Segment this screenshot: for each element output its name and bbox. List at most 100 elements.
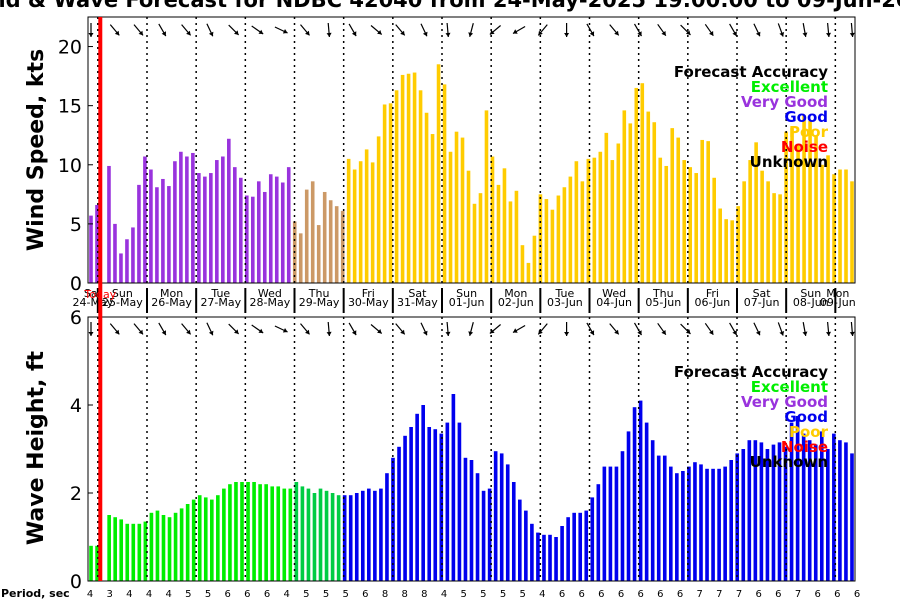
wave-bar xyxy=(143,521,148,581)
wind-direction-arrow xyxy=(395,24,406,36)
wave-bar xyxy=(596,484,601,581)
wind-legend-unknown: Unknown xyxy=(750,153,828,171)
wave-bar xyxy=(373,490,377,581)
wave-bar xyxy=(795,416,800,581)
wind-bar xyxy=(616,143,621,283)
wave-bar xyxy=(354,493,359,581)
wave-bar xyxy=(119,519,124,581)
wind-bar xyxy=(574,161,579,283)
wave-bar xyxy=(173,512,178,581)
wave-direction-arrow xyxy=(251,324,264,334)
wind-bar xyxy=(418,90,423,283)
wind-bar xyxy=(155,187,159,283)
wave-bar xyxy=(777,442,782,581)
wind-direction-arrow xyxy=(251,25,264,35)
wave-direction-arrow xyxy=(300,323,310,335)
wind-bar xyxy=(448,151,453,283)
period-value: 6 xyxy=(598,589,604,600)
wave-bar xyxy=(566,517,570,581)
wave-bar xyxy=(240,482,244,581)
wave-direction-arrow xyxy=(274,325,288,333)
period-value: 6 xyxy=(834,589,840,600)
wind-bar xyxy=(802,115,806,284)
day-label-dow: Sat xyxy=(753,287,772,300)
wave-bar xyxy=(759,442,764,581)
wave-bar xyxy=(687,466,691,581)
wind-bar xyxy=(784,131,788,283)
wind-direction-arrow xyxy=(849,22,855,38)
wind-bar xyxy=(298,233,303,283)
wind-bar xyxy=(820,164,824,283)
wave-bar xyxy=(179,508,184,581)
period-value: 7 xyxy=(736,589,742,600)
wind-bar xyxy=(808,121,812,283)
wind-bar xyxy=(610,160,615,283)
wave-panel: 0 2 4 6 Wave Height, ft Forecast AccuracyEx… xyxy=(24,307,856,593)
wave-direction-arrow xyxy=(802,321,808,337)
wind-bar xyxy=(227,138,231,283)
wave-bar xyxy=(421,405,425,581)
wave-bar xyxy=(729,460,733,581)
period-value: 6 xyxy=(815,589,821,600)
wave-bar xyxy=(807,440,812,581)
wind-bar xyxy=(89,215,93,283)
day-label-date: 26-May xyxy=(151,296,192,309)
wave-bar xyxy=(252,482,256,581)
wave-bar xyxy=(638,400,643,581)
today-marker-label: Today xyxy=(83,288,116,301)
wind-y-ticks: 0 5 10 15 20 xyxy=(58,37,93,295)
day-label-date: 30-May xyxy=(348,296,389,309)
period-value: 6 xyxy=(559,589,565,600)
period-value: 6 xyxy=(657,589,663,600)
period-label: Period, sec xyxy=(1,587,70,600)
wave-bar xyxy=(602,466,607,581)
wave-legend-title: Forecast Accuracy xyxy=(674,363,828,381)
wind-y-axis-label: Wind Speed, kts xyxy=(24,49,49,251)
wave-bar xyxy=(300,486,305,581)
wind-bar xyxy=(712,177,716,283)
wave-direction-arrow xyxy=(537,323,548,335)
wave-bars xyxy=(89,394,854,581)
wind-direction-arrow xyxy=(564,23,570,37)
wind-bar xyxy=(592,157,597,283)
wave-bar xyxy=(681,471,685,581)
today-markers: Today xyxy=(83,17,117,581)
period-value: 4 xyxy=(166,589,172,600)
wave-bar xyxy=(216,495,220,581)
wind-bar xyxy=(598,151,603,283)
day-label-date: 06-Jun xyxy=(695,296,731,309)
wind-bar xyxy=(161,178,165,283)
wind-plot-frame xyxy=(87,16,856,284)
wave-direction-arrow xyxy=(753,322,761,336)
wave-direction-arrow xyxy=(657,322,667,336)
day-label-dow: Wed xyxy=(602,287,626,300)
wind-bar xyxy=(466,170,471,283)
wave-legend-very-good: Very Good xyxy=(741,393,828,411)
wave-direction-arrow xyxy=(489,324,501,334)
wave-bar xyxy=(379,488,383,581)
wave-bar xyxy=(439,433,444,581)
wind-direction-arrow xyxy=(326,22,332,38)
wave-legend-poor: Poor xyxy=(789,423,829,441)
wave-y-tick-label: 0 xyxy=(70,571,82,593)
wind-direction-arrow xyxy=(181,24,192,36)
wind-bar xyxy=(233,167,237,283)
wave-direction-arrow xyxy=(445,321,451,337)
wave-bar xyxy=(95,545,99,581)
day-label-date: 28-May xyxy=(250,296,291,309)
wave-y-ticks: 0 2 4 6 xyxy=(70,307,93,593)
wind-bar xyxy=(562,187,567,283)
wind-bar xyxy=(137,184,141,283)
period-value: 6 xyxy=(244,589,250,600)
wave-bar xyxy=(771,444,776,581)
wave-bar xyxy=(409,427,413,581)
period-value: 5 xyxy=(303,589,309,600)
day-label-dow: Thu xyxy=(652,287,674,300)
wave-bar xyxy=(518,499,522,581)
wave-y-tick-label: 2 xyxy=(70,483,82,505)
wave-bar xyxy=(185,504,190,581)
wave-bar xyxy=(385,473,389,581)
day-label-dow: Tue xyxy=(555,287,575,300)
period-value: 8 xyxy=(402,589,408,600)
wave-direction-arrow xyxy=(826,321,831,337)
